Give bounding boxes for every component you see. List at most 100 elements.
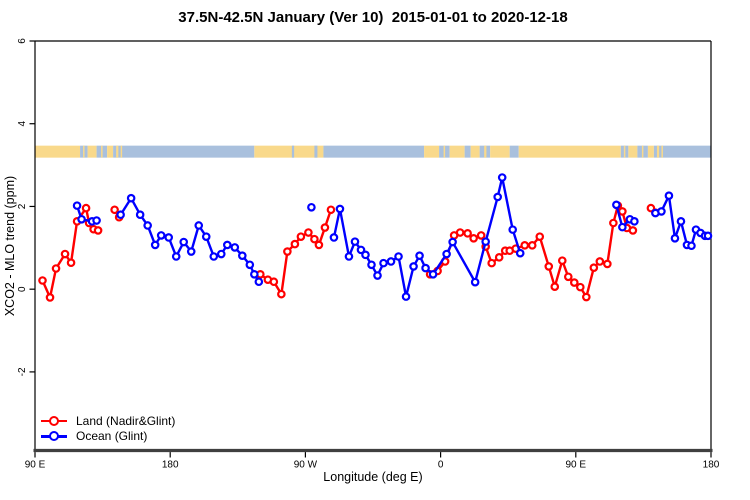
data-point-marker	[216, 249, 226, 259]
map-band-segment-ocean	[113, 145, 255, 158]
legend-label-ocean: Ocean (Glint)	[76, 429, 148, 444]
data-point-marker	[283, 247, 292, 256]
data-point-marker	[469, 234, 478, 243]
data-point-marker	[603, 259, 612, 269]
data-point-marker	[589, 263, 599, 272]
data-point-marker	[493, 192, 502, 202]
map-band-segment-land	[484, 145, 487, 158]
data-point-marker	[310, 234, 319, 244]
data-point-marker	[277, 289, 286, 299]
chart-title: 37.5N-42.5N January (Ver 10) 2015-01-01 …	[178, 9, 568, 26]
map-band-segment-land	[490, 145, 510, 158]
data-point-marker	[703, 231, 713, 241]
data-point-marker	[38, 276, 47, 285]
data-point-marker	[290, 239, 300, 249]
data-point-marker	[515, 248, 525, 258]
data-point-marker	[143, 221, 152, 230]
data-point-marker	[409, 262, 418, 271]
x-tick-label: 0	[438, 460, 444, 471]
x-tick-label: 180	[162, 460, 179, 471]
data-point-marker	[386, 257, 396, 266]
map-band-segment-land	[449, 145, 465, 158]
y-tick-label: 4	[17, 121, 28, 127]
map-band-segment-land	[647, 145, 654, 158]
ocean-series	[72, 173, 713, 301]
data-point-marker	[296, 232, 306, 241]
map-band-segment-land	[35, 145, 81, 158]
map-band-segment-ocean	[314, 145, 318, 158]
map-band-segment-land	[623, 145, 626, 158]
data-point-marker	[487, 258, 496, 268]
x-axis-ticks: 90 E 180 90 W 0 90 E 180	[25, 452, 720, 471]
data-point-marker	[45, 293, 55, 302]
legend-item-ocean: Ocean (Glint)	[41, 429, 175, 445]
data-point-marker	[394, 252, 403, 261]
data-point-marker	[194, 221, 204, 230]
x-tick-label: 90 E	[25, 460, 46, 471]
map-band-segment-land	[87, 145, 97, 158]
data-point-marker	[657, 207, 666, 216]
map-band-segment-land	[107, 145, 114, 158]
data-point-marker	[245, 260, 255, 270]
x-tick-label: 180	[703, 460, 720, 471]
data-point-marker	[230, 243, 240, 252]
data-point-marker	[156, 231, 166, 240]
y-tick-label: -2	[17, 367, 28, 376]
x-tick-label: 90 W	[294, 460, 318, 471]
data-point-marker	[463, 229, 472, 238]
data-point-marker	[421, 263, 430, 273]
data-point-marker	[508, 225, 518, 234]
y-tick-label: 2	[17, 203, 28, 209]
data-point-marker	[415, 251, 424, 260]
y-tick-label: 0	[17, 286, 28, 292]
map-band-segment-land	[83, 145, 85, 158]
data-point-marker	[609, 218, 618, 228]
data-point-marker	[535, 232, 545, 241]
data-point-marker	[442, 249, 451, 259]
map-band-segment-land	[518, 145, 621, 158]
data-point-marker	[428, 269, 438, 279]
data-point-marker	[563, 272, 573, 282]
data-point-marker	[628, 226, 638, 235]
data-point-marker	[222, 240, 232, 250]
data-point-marker	[544, 262, 554, 271]
data-point-marker	[150, 240, 160, 250]
map-band-segment-land	[116, 145, 119, 158]
map-band-segment-land	[101, 145, 103, 158]
map-band-segment-ocean	[291, 145, 295, 158]
data-point-marker	[367, 260, 376, 270]
data-point-marker	[379, 258, 388, 268]
data-point-marker	[201, 232, 211, 241]
ocean-series-symbol	[41, 431, 67, 442]
data-point-marker	[179, 237, 189, 247]
data-point-marker	[550, 282, 560, 292]
data-point-marker	[356, 245, 366, 255]
data-point-marker	[595, 257, 605, 266]
data-point-marker	[476, 231, 486, 240]
data-point-marker	[164, 233, 173, 242]
data-point-marker	[116, 210, 125, 220]
map-band-segment-land	[641, 145, 644, 158]
data-point-marker	[304, 228, 313, 237]
data-point-marker	[66, 258, 76, 268]
map-band-segment-ocean	[323, 145, 425, 158]
data-point-marker	[93, 226, 103, 235]
data-point-marker	[470, 277, 480, 287]
data-point-marker	[527, 241, 537, 250]
map-band-segment-ocean	[509, 145, 519, 158]
data-point-marker	[335, 204, 345, 214]
map-band-segment-land	[628, 145, 638, 158]
data-point-marker	[250, 269, 259, 279]
data-point-marker	[254, 277, 264, 287]
data-point-marker	[361, 250, 370, 260]
data-point-marker	[186, 247, 196, 256]
plot-frame	[33, 40, 713, 453]
series-line	[332, 176, 522, 298]
y-axis-ticks: 6 4 2 0 -2	[17, 38, 35, 376]
map-band-segment-ocean	[464, 145, 471, 158]
series-line	[428, 204, 635, 299]
data-point-marker	[664, 191, 674, 201]
map-band-segment-land	[120, 145, 123, 158]
data-point-marker	[687, 241, 696, 251]
